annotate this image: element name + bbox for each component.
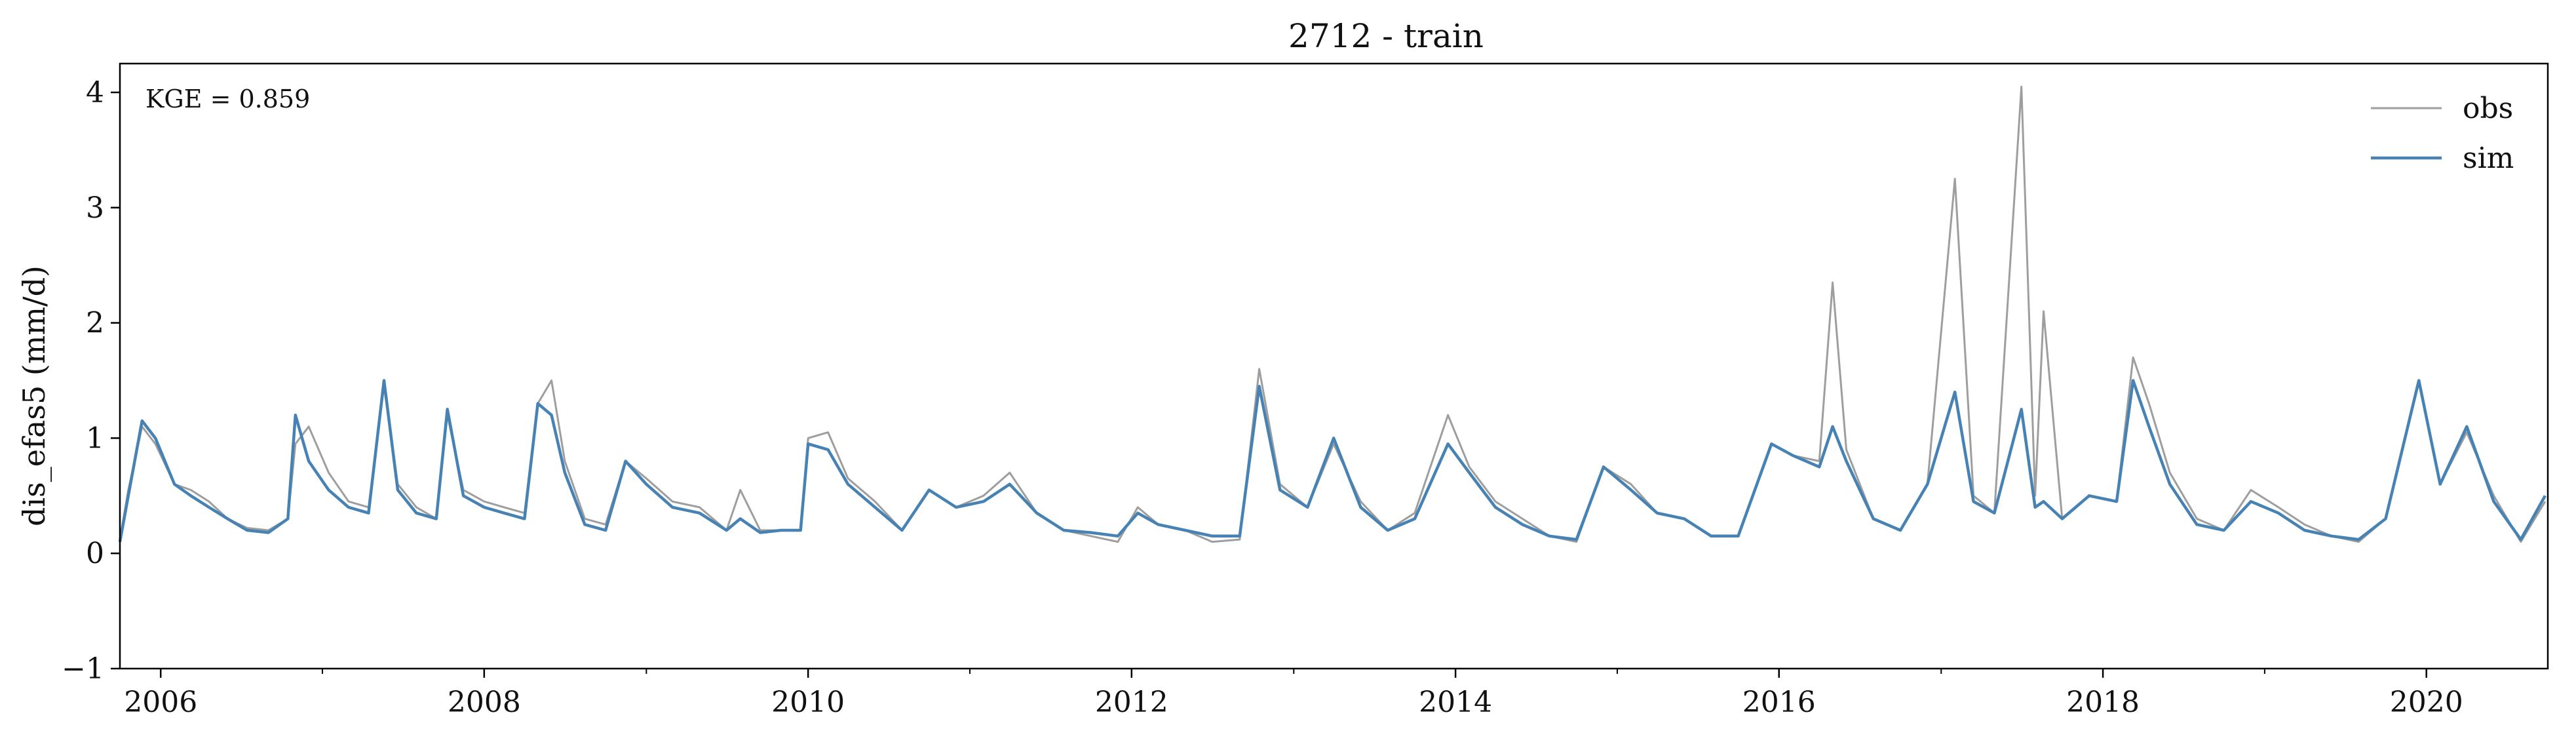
y-tick-label: −1 bbox=[62, 652, 104, 686]
axes-layer: −1 0 1 2 3 4 2006 2008 2010 2012 2014 2016 2018 2020 bbox=[62, 62, 2549, 719]
plot-frame bbox=[119, 62, 2549, 670]
legend-label-obs: obs bbox=[2463, 92, 2513, 125]
series-layer bbox=[118, 85, 2547, 543]
x-tick-label: 2018 bbox=[2066, 686, 2140, 719]
y-tick-label: 1 bbox=[86, 421, 104, 455]
legend: obs sim bbox=[2371, 92, 2514, 175]
x-tick-label: 2008 bbox=[448, 686, 521, 719]
x-tick-label: 2012 bbox=[1095, 686, 1168, 719]
series-line-obs bbox=[119, 85, 2547, 543]
y-tick-label: 3 bbox=[86, 191, 104, 225]
series-line-sim bbox=[118, 379, 2547, 543]
y-tick-label: 4 bbox=[86, 76, 104, 109]
x-tick-label: 2010 bbox=[771, 686, 845, 719]
y-tick-label: 2 bbox=[86, 307, 104, 340]
x-tick-label: 2020 bbox=[2390, 686, 2463, 719]
x-tick-label: 2014 bbox=[1419, 686, 1492, 719]
y-axis-label: dis_efas5 (mm/d) bbox=[16, 265, 52, 526]
x-tick-label: 2006 bbox=[124, 686, 197, 719]
legend-label-sim: sim bbox=[2463, 142, 2514, 175]
chart-title: 2712 - train bbox=[1288, 17, 1484, 55]
x-tick-label: 2016 bbox=[1742, 686, 1816, 719]
y-tick-label: 0 bbox=[86, 537, 104, 570]
kge-annotation: KGE = 0.859 bbox=[145, 85, 310, 113]
